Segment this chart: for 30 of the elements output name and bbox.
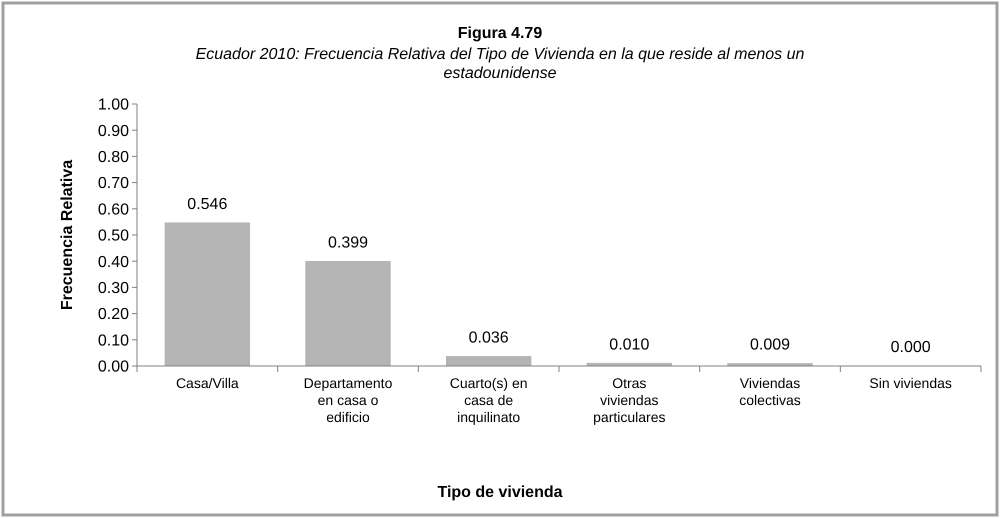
y-tick-label: 0.50 (98, 228, 130, 245)
data-label: 0.010 (609, 336, 650, 354)
x-tick-label: Otras viviendas particulares (593, 375, 666, 425)
y-tick-label: 0.10 (98, 332, 130, 350)
data-label: 0.546 (187, 196, 228, 213)
bar (164, 222, 250, 366)
data-label: 0.000 (890, 339, 931, 356)
x-tick-label: Sin viviendas (869, 375, 952, 391)
y-tick-label: 0.30 (98, 280, 130, 297)
x-tick-label: Cuarto(s) en casa de inquilinato (450, 375, 528, 425)
bar (446, 356, 532, 366)
bar (305, 260, 391, 366)
x-axis-title: Tipo de vivienda (437, 484, 563, 501)
chart-title: Figura 4.79 (458, 25, 542, 42)
chart-subtitle: Ecuador 2010: Frecuencia Relativa del Tipo de Vivienda en la que reside al menos un estadounidense (196, 46, 805, 82)
x-tick-label: Viviendas colectivas (739, 375, 801, 408)
y-tick-label: 1.00 (98, 96, 130, 114)
y-tick-label: 0.40 (98, 254, 130, 271)
y-axis-title: Frecuencia Relativa (59, 160, 76, 310)
data-label: 0.009 (750, 336, 790, 354)
x-tick-label: Departamento en casa o edificio (304, 375, 393, 425)
data-label: 0.036 (468, 330, 509, 347)
y-tick-label: 0.90 (98, 122, 130, 140)
data-label: 0.399 (328, 234, 368, 252)
y-tick-label: 0.60 (98, 201, 130, 218)
x-tick-label: Casa/Villa (176, 375, 239, 391)
y-tick-label: 0.70 (98, 175, 130, 192)
y-tick-label: 0.80 (98, 149, 130, 166)
y-tick-label: 0.00 (98, 358, 130, 376)
y-tick-label: 0.20 (98, 306, 130, 324)
